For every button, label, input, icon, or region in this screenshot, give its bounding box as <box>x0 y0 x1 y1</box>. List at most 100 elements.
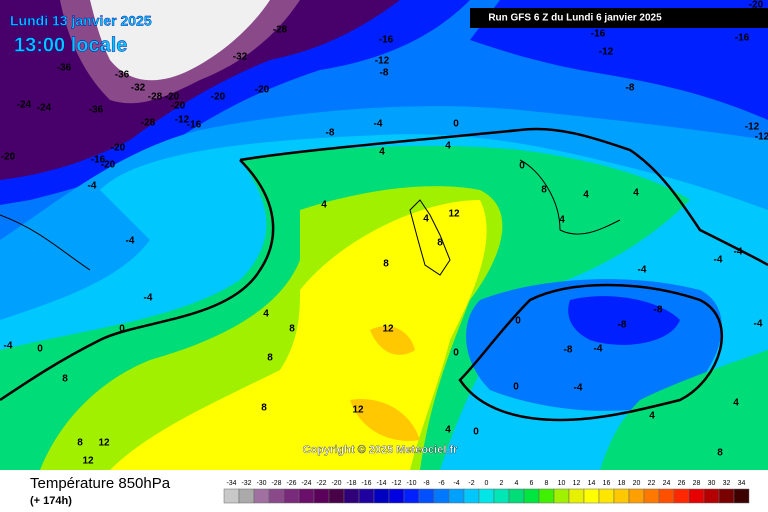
legend-swatch <box>388 488 405 504</box>
date-text: Lundi 13 janvier 2025 <box>10 13 152 29</box>
legend-label: -16 <box>361 480 371 487</box>
legend-swatch <box>598 488 615 504</box>
contour-label: -32 <box>131 83 146 94</box>
legend-label: 4 <box>515 480 519 487</box>
run-text: Run GFS 6 Z du Lundi 6 janvier 2025 <box>488 13 662 24</box>
contour-label: 0 <box>513 382 519 393</box>
contour-label: -12 <box>745 122 760 133</box>
contour-label: -20 <box>165 92 180 103</box>
contour-label: 8 <box>261 403 267 414</box>
contour-label: 8 <box>437 238 443 249</box>
legend-label: 30 <box>708 480 716 487</box>
legend-label: 32 <box>723 480 731 487</box>
contour-label: -32 <box>233 52 248 63</box>
legend-swatch <box>343 488 360 504</box>
legend-swatch <box>658 488 675 504</box>
field-orange <box>350 326 420 441</box>
legend-swatch <box>403 488 420 504</box>
contour-label: 12 <box>382 324 394 335</box>
coast-greenland <box>0 214 91 271</box>
legend-label: 24 <box>663 480 671 487</box>
legend-swatch <box>358 488 375 504</box>
legend-label: 6 <box>530 480 534 487</box>
contour-label: 4 <box>321 200 327 211</box>
contour-label: -20 <box>171 101 186 112</box>
contour-label: -8 <box>380 68 389 79</box>
legend-swatch <box>733 488 750 504</box>
contour-label: -16 <box>591 29 606 40</box>
legend-label: -10 <box>406 480 416 487</box>
contour-label: 12 <box>448 209 460 220</box>
field-white <box>90 0 270 81</box>
legend-swatch <box>478 488 495 504</box>
coast-europe <box>519 159 621 235</box>
contour-label: 4 <box>379 147 385 158</box>
legend-swatch <box>628 488 645 504</box>
contour-label: -16 <box>187 120 202 131</box>
legend-label: -18 <box>346 480 356 487</box>
legend-label: 0 <box>485 480 489 487</box>
legend-label: -24 <box>301 480 311 487</box>
contour-label: -28 <box>273 25 288 36</box>
contour-label: -20 <box>111 143 126 154</box>
legend-label: 14 <box>588 480 596 487</box>
run-banner <box>470 8 768 28</box>
legend-swatch <box>703 488 720 504</box>
legend-swatch <box>583 488 600 504</box>
contour-label: -12 <box>375 56 390 67</box>
legend-label: -6 <box>438 480 444 487</box>
front-line <box>239 127 768 267</box>
legend-swatch <box>538 488 555 504</box>
legend-label: 2 <box>500 480 504 487</box>
contour-label: -4 <box>4 341 13 352</box>
contour-label: -8 <box>654 305 663 316</box>
legend-label: -4 <box>453 480 459 487</box>
legend-swatch <box>268 488 285 504</box>
contour-label: -8 <box>626 83 635 94</box>
contour-label: 8 <box>77 438 83 449</box>
legend-swatch <box>448 488 465 504</box>
legend-swatch <box>508 488 525 504</box>
legend-label: -32 <box>241 480 251 487</box>
contour-label: -4 <box>126 236 135 247</box>
contour-label: -16 <box>379 35 394 46</box>
contour-label: 0 <box>119 324 125 335</box>
legend-label: 22 <box>648 480 656 487</box>
legend-label: 28 <box>693 480 701 487</box>
contour-label: -4 <box>144 293 153 304</box>
contour-label: -8 <box>618 320 627 331</box>
contour-label: 8 <box>383 259 389 270</box>
contour-label: 12 <box>82 456 94 467</box>
coast-britain <box>409 199 451 276</box>
legend-label: 10 <box>558 480 566 487</box>
contour-label: -4 <box>734 247 743 258</box>
legend-label: 8 <box>545 480 549 487</box>
legend-label: 34 <box>738 480 746 487</box>
contour-labels: -28-32-36-36-24 -24 -36-32-28 -20-20-20-20-… <box>1 0 768 467</box>
contour-label: -28 <box>148 92 163 103</box>
legend-swatch <box>613 488 630 504</box>
field-yellow <box>110 200 487 470</box>
contour-label: -4 <box>594 344 603 355</box>
contour-label: -4 <box>88 181 97 192</box>
legend-label: 26 <box>678 480 686 487</box>
contour-label: 4 <box>445 425 451 436</box>
front-line <box>0 159 275 402</box>
legend-swatch <box>688 488 705 504</box>
contour-label: 4 <box>583 190 589 201</box>
copyright: Copyright © 2025 Meteociel.fr <box>303 444 459 456</box>
legend-label: -28 <box>271 480 281 487</box>
contour-label: -8 <box>326 128 335 139</box>
legend-swatch <box>238 488 255 504</box>
contour-label: -4 <box>754 319 763 330</box>
contour-label: -20 <box>749 0 764 11</box>
legend-label: -14 <box>376 480 386 487</box>
legend-swatch <box>643 488 660 504</box>
legend: -34 -32 -30 -28 -26 -24 -22 -20 -18 -16 -14 -12 -10-… <box>223 480 750 504</box>
contour-label: -12 <box>175 115 190 126</box>
contour-label: -36 <box>115 70 130 81</box>
legend-swatch <box>568 488 585 504</box>
contour-label: -4 <box>638 265 647 276</box>
legend-swatch <box>298 488 315 504</box>
